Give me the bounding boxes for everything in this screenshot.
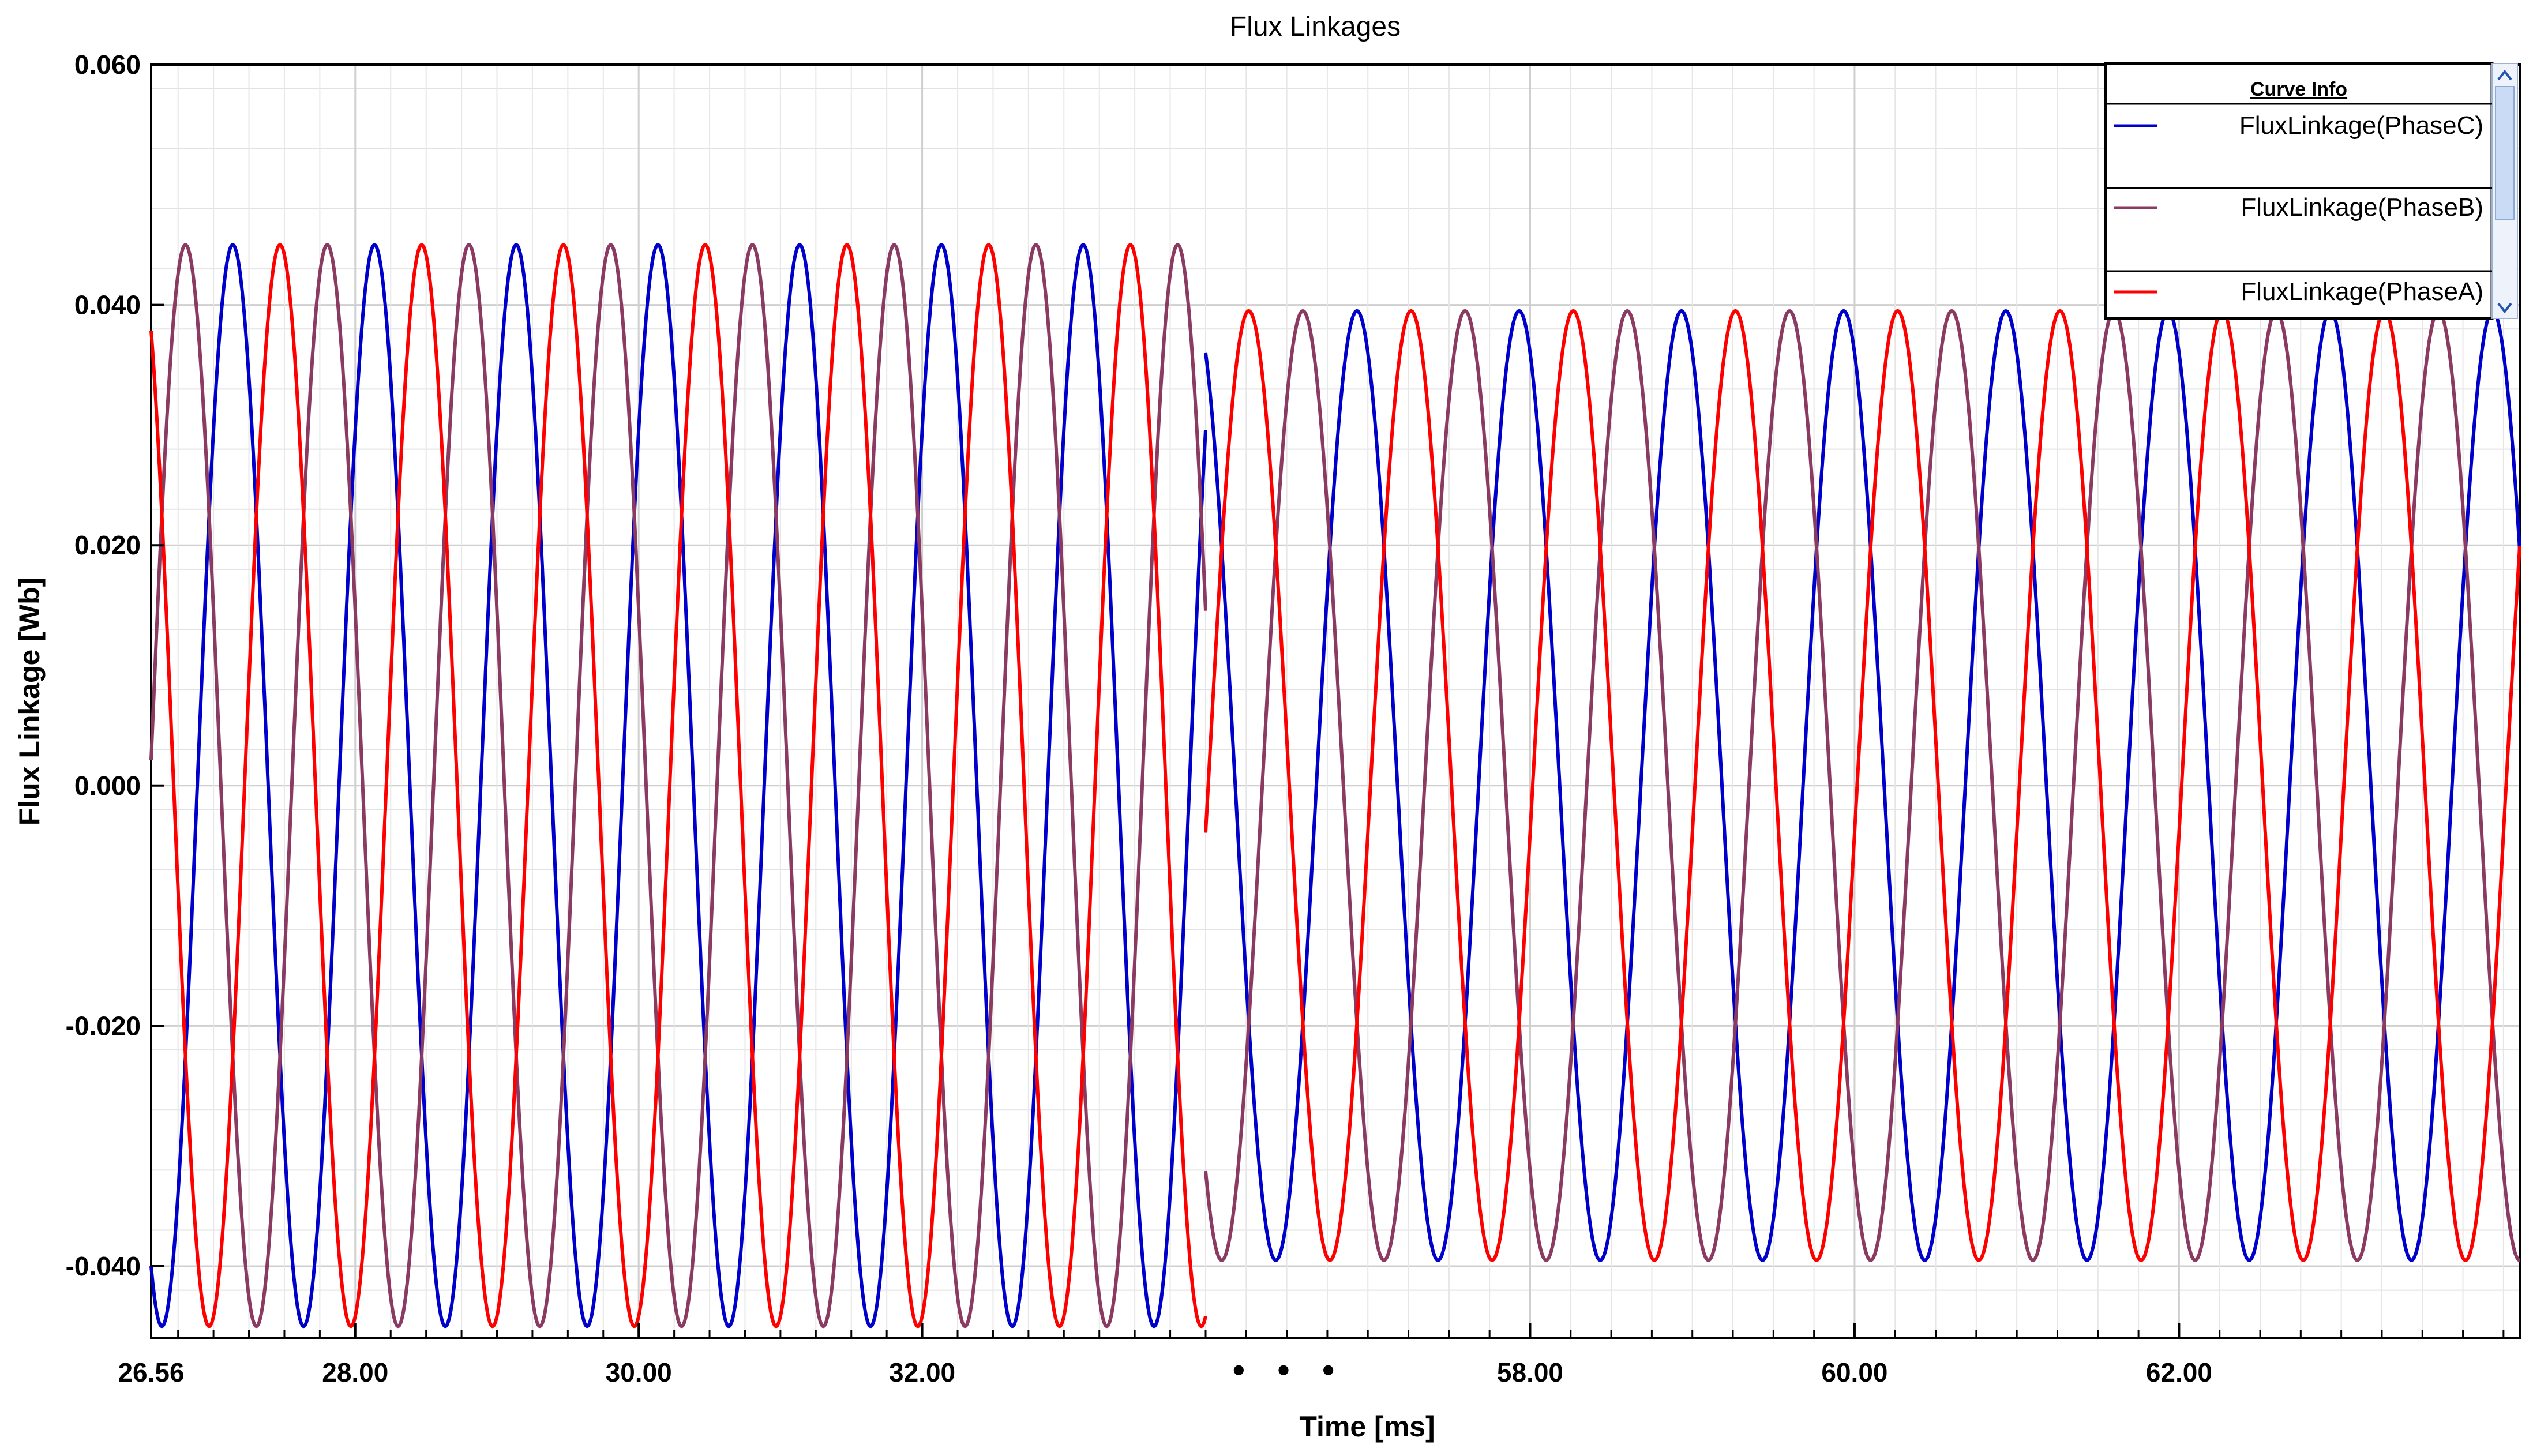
y-tick-label: -0.020 — [66, 1011, 141, 1041]
x-tick-label: 32.00 — [889, 1357, 955, 1387]
series-line-fluxlinkage-phasea — [1204, 309, 2521, 1262]
x-axis-label: Time [ms] — [1299, 1410, 1435, 1443]
series-layer — [149, 243, 2521, 1329]
x-tick-label: 60.00 — [1821, 1357, 1887, 1387]
y-tick-label: 0.060 — [74, 50, 141, 80]
series-line-fluxlinkage-phasec — [1204, 309, 2521, 1262]
y-axis-ticks: 0.060 0.040 0.020 0.000 -0.020 -0.040 — [66, 50, 164, 1281]
chart-title: Flux Linkages — [1230, 12, 1401, 42]
series-line-fluxlinkage-phaseb — [1204, 309, 2520, 1262]
legend-entry-label: FluxLinkage(PhaseA) — [2241, 277, 2483, 306]
legend: Curve Info FluxLinkage(PhaseC) FluxLinkag… — [2104, 62, 2518, 320]
legend-scrollbar-thumb[interactable] — [2495, 86, 2515, 220]
chevron-up-icon[interactable] — [2497, 69, 2512, 81]
x-tick-label: 58.00 — [1497, 1357, 1563, 1387]
plot-area — [150, 63, 2521, 1339]
series-line-fluxlinkage-phaseb — [149, 243, 1207, 1329]
x-tick-label: 26.56 — [118, 1357, 184, 1387]
y-axis-label: Flux Linkage [Wb] — [13, 577, 46, 826]
axis-break-marker: • • • — [1233, 1350, 1346, 1389]
x-tick-label: 28.00 — [322, 1357, 388, 1387]
x-tick-label: 30.00 — [606, 1357, 672, 1387]
legend-title: Curve Info — [2250, 78, 2347, 100]
series-line-fluxlinkage-phasea — [149, 243, 1207, 1329]
legend-entry-label: FluxLinkage(PhaseB) — [2241, 193, 2483, 222]
x-axis-ticks: 26.56 28.00 30.00 32.00 58.00 60.00 62.00 — [118, 1323, 2505, 1387]
x-tick-label: 62.00 — [2146, 1357, 2212, 1387]
legend-entry-label: FluxLinkage(PhaseC) — [2239, 111, 2483, 140]
y-tick-label: 0.020 — [74, 530, 141, 560]
y-tick-label: 0.040 — [74, 290, 141, 320]
y-tick-label: 0.000 — [74, 771, 141, 801]
y-tick-label: -0.040 — [66, 1251, 141, 1281]
chevron-down-icon[interactable] — [2497, 302, 2512, 314]
